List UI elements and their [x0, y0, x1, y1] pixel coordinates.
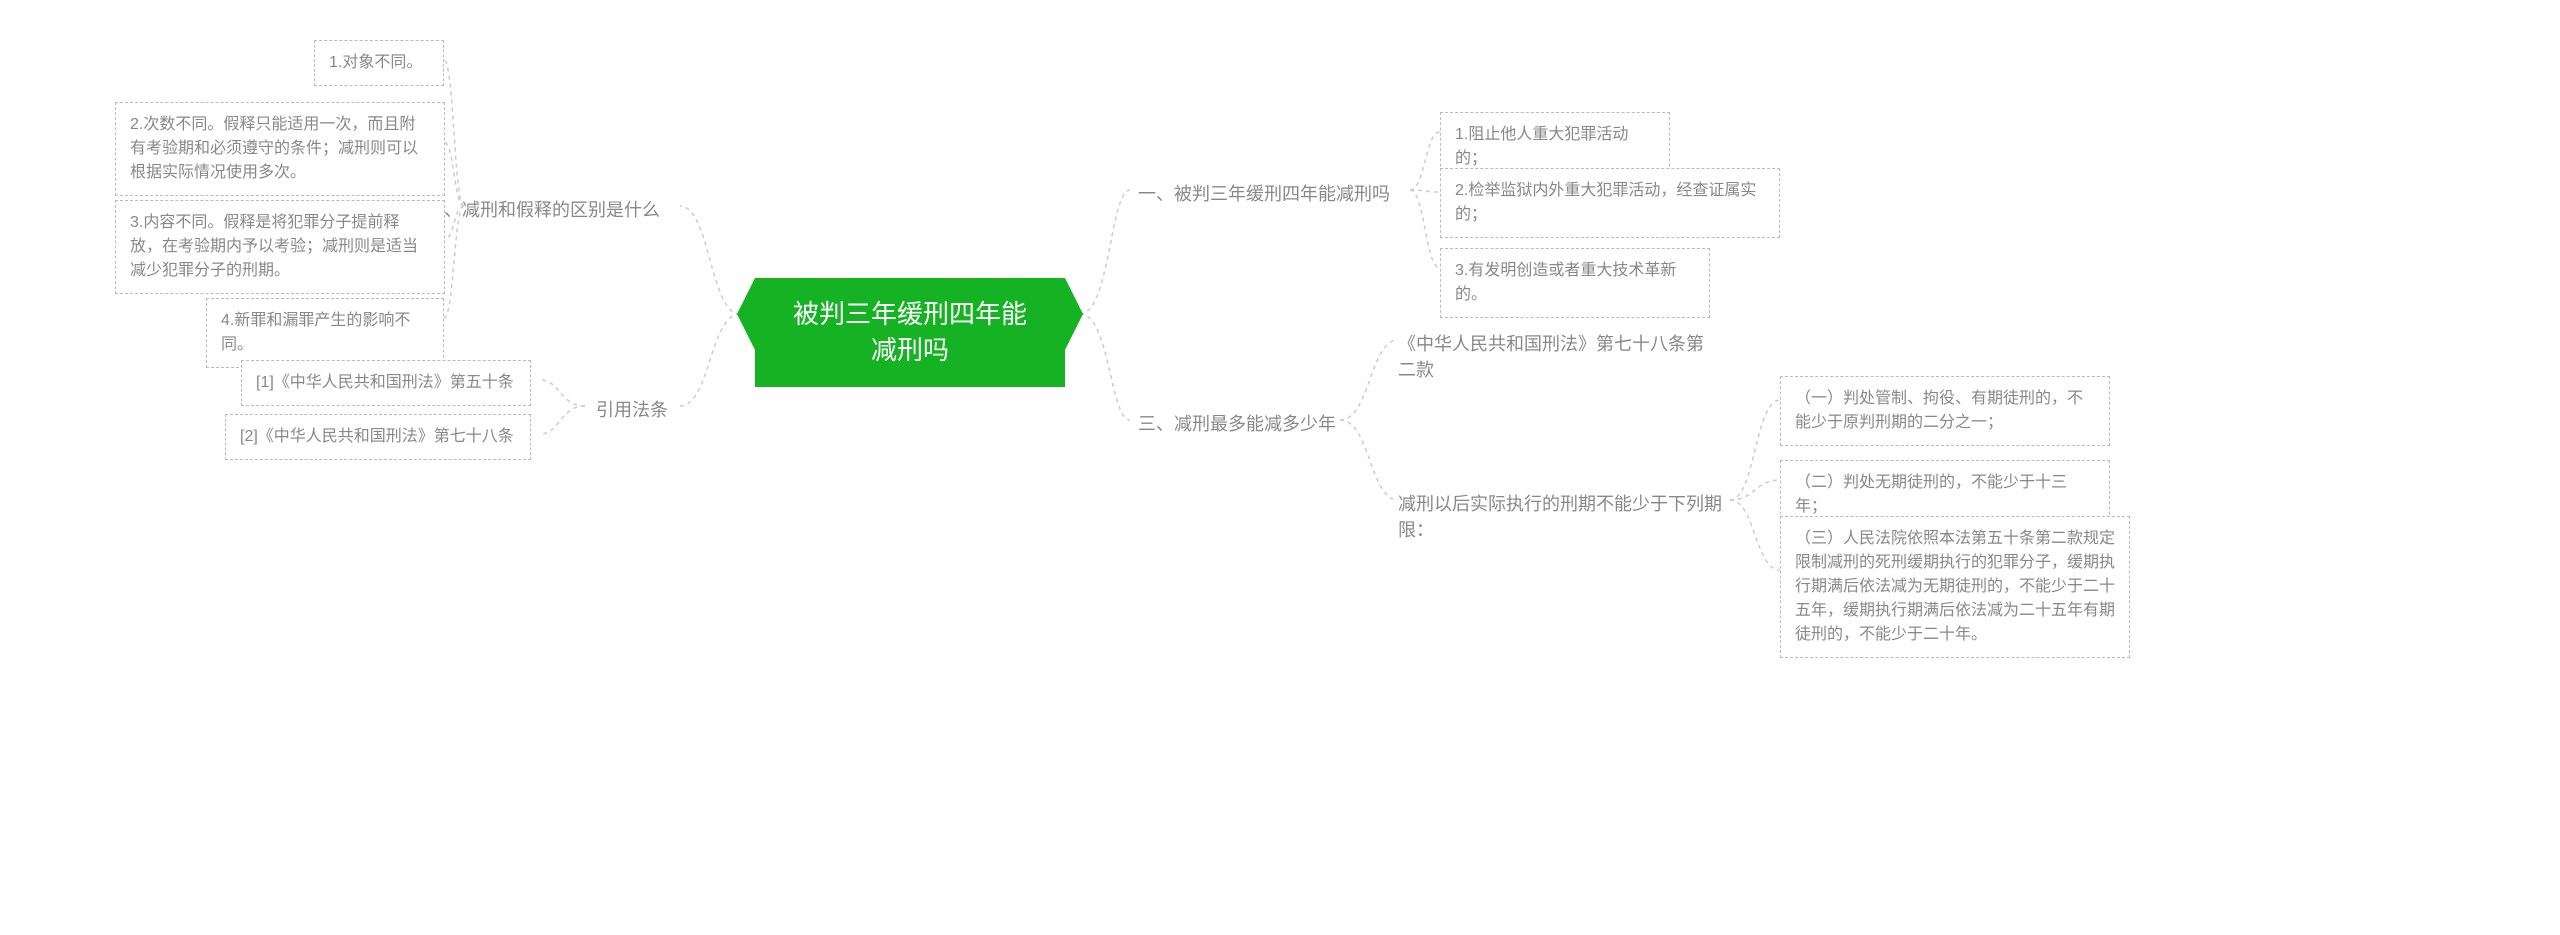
leaf-r1-2: 2.检举监狱内外重大犯罪活动，经查证属实的； — [1440, 168, 1780, 238]
leaf-r2-2-c3: （三）人民法院依照本法第五十条第二款规定限制减刑的死刑缓期执行的犯罪分子，缓期执… — [1780, 516, 2130, 658]
leaf-r1-3: 3.有发明创造或者重大技术革新的。 — [1440, 248, 1710, 318]
leaf-r2-2: 减刑以后实际执行的刑期不能少于下列期限： — [1398, 490, 1728, 542]
leaf-l2-1: [1]《中华人民共和国刑法》第五十条 — [241, 360, 531, 406]
branch-right-2: 三、减刑最多能减多少年 — [1138, 410, 1336, 436]
root-text: 被判三年缓刑四年能减刑吗 — [793, 299, 1027, 365]
leaf-l1-2: 2.次数不同。假释只能适用一次，而且附有考验期和必须遵守的条件；减刑则可以根据实… — [115, 102, 445, 196]
leaf-l1-4: 4.新罪和漏罪产生的影响不同。 — [206, 298, 444, 368]
branch-right-1: 一、被判三年缓刑四年能减刑吗 — [1138, 180, 1390, 206]
branch-left-1: 二、减刑和假释的区别是什么 — [426, 196, 660, 222]
leaf-r2-1: 《中华人民共和国刑法》第七十八条第二款 — [1398, 330, 1720, 382]
leaf-r2-2-c1: （一）判处管制、拘役、有期徒刑的，不能少于原判刑期的二分之一； — [1780, 376, 2110, 446]
leaf-l2-2: [2]《中华人民共和国刑法》第七十八条 — [225, 414, 531, 460]
branch-left-2: 引用法条 — [596, 396, 668, 422]
leaf-l1-1: 1.对象不同。 — [314, 40, 444, 86]
root-node: 被判三年缓刑四年能减刑吗 — [755, 278, 1065, 387]
leaf-l1-3: 3.内容不同。假释是将犯罪分子提前释放，在考验期内予以考验；减刑则是适当减少犯罪… — [115, 200, 445, 294]
